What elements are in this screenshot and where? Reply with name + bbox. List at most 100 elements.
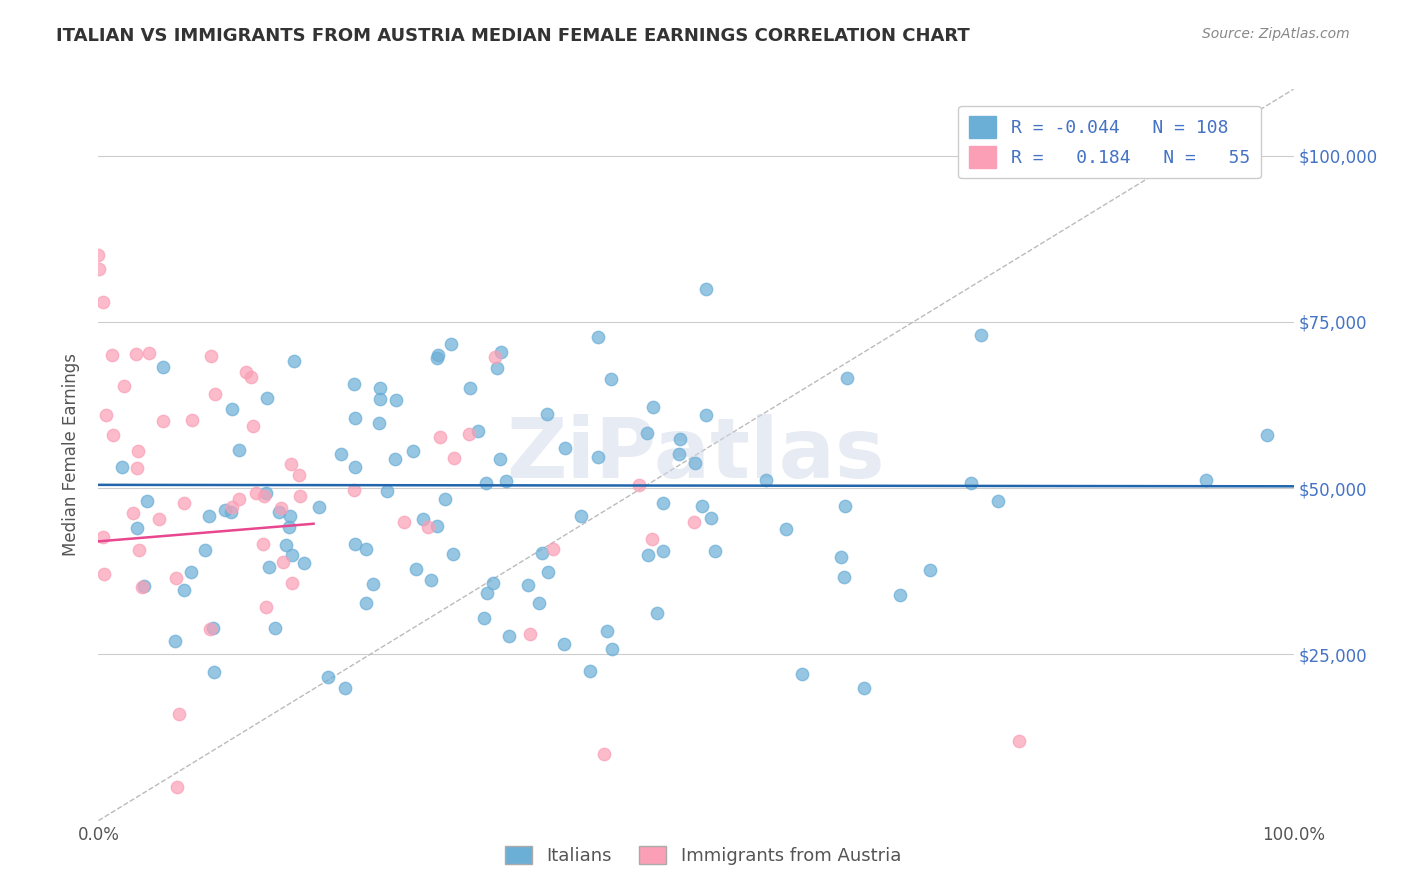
Point xyxy=(889,588,911,602)
Point xyxy=(700,511,723,525)
Point xyxy=(165,571,187,585)
Point xyxy=(252,537,274,551)
Point xyxy=(495,474,517,488)
Point xyxy=(588,330,610,344)
Point xyxy=(101,348,124,362)
Point xyxy=(586,450,609,464)
Point xyxy=(245,485,267,500)
Point xyxy=(541,541,564,556)
Point xyxy=(472,611,495,625)
Point xyxy=(628,478,651,492)
Point xyxy=(853,681,876,695)
Point xyxy=(278,520,301,534)
Point xyxy=(194,542,217,557)
Point xyxy=(343,376,366,391)
Point xyxy=(375,483,398,498)
Point xyxy=(367,417,389,431)
Point xyxy=(132,579,155,593)
Point xyxy=(344,411,367,425)
Point xyxy=(384,451,406,466)
Point xyxy=(252,489,274,503)
Point xyxy=(690,499,713,513)
Point xyxy=(685,456,707,470)
Point xyxy=(125,460,148,475)
Point xyxy=(652,544,675,558)
Point xyxy=(703,544,725,558)
Point xyxy=(235,365,257,379)
Point xyxy=(669,433,692,447)
Legend: Italians, Immigrants from Austria: Italians, Immigrants from Austria xyxy=(496,837,910,874)
Point xyxy=(214,503,236,517)
Point xyxy=(138,345,160,359)
Point xyxy=(89,261,111,276)
Point xyxy=(128,543,150,558)
Point xyxy=(600,642,623,657)
Point xyxy=(443,450,465,465)
Point xyxy=(458,427,481,442)
Point xyxy=(405,562,427,576)
Point xyxy=(228,492,250,507)
Point xyxy=(920,563,942,577)
Point xyxy=(280,457,302,471)
Point xyxy=(198,508,221,523)
Point xyxy=(91,530,114,544)
Point xyxy=(489,451,512,466)
Point xyxy=(636,425,658,440)
Point xyxy=(412,512,434,526)
Point xyxy=(835,371,858,385)
Point xyxy=(101,428,124,442)
Point xyxy=(283,354,305,368)
Point xyxy=(420,573,443,587)
Point xyxy=(477,586,499,600)
Point xyxy=(173,496,195,510)
Point xyxy=(112,378,135,392)
Point xyxy=(263,621,285,635)
Point xyxy=(127,444,149,458)
Point xyxy=(228,443,250,458)
Point xyxy=(343,483,366,497)
Point xyxy=(287,467,309,482)
Point xyxy=(427,348,450,362)
Point xyxy=(254,485,277,500)
Point xyxy=(256,391,278,405)
Point xyxy=(131,580,153,594)
Point xyxy=(554,441,576,455)
Point xyxy=(270,501,292,516)
Point xyxy=(180,565,202,579)
Point xyxy=(987,493,1010,508)
Point xyxy=(485,361,508,376)
Point xyxy=(475,476,498,491)
Point xyxy=(441,547,464,561)
Point xyxy=(173,582,195,597)
Point xyxy=(516,578,538,592)
Point xyxy=(239,369,262,384)
Point xyxy=(498,628,520,642)
Point xyxy=(167,706,190,721)
Point xyxy=(125,346,148,360)
Point xyxy=(288,489,311,503)
Point xyxy=(792,667,814,681)
Point xyxy=(333,681,356,695)
Point xyxy=(527,596,550,610)
Point xyxy=(695,408,717,422)
Point xyxy=(467,424,489,438)
Point xyxy=(87,248,110,262)
Point xyxy=(569,508,592,523)
Point xyxy=(553,637,575,651)
Point xyxy=(221,401,243,416)
Point xyxy=(201,621,224,635)
Point xyxy=(125,521,148,535)
Point xyxy=(647,606,669,620)
Point xyxy=(392,516,415,530)
Point xyxy=(959,476,981,491)
Point xyxy=(969,328,991,343)
Point xyxy=(1195,473,1218,487)
Point xyxy=(219,505,242,519)
Point xyxy=(148,512,170,526)
Legend: R = -0.044   N = 108, R =   0.184   N =   55: R = -0.044 N = 108, R = 0.184 N = 55 xyxy=(957,105,1261,178)
Point xyxy=(122,506,145,520)
Point xyxy=(579,665,602,679)
Point xyxy=(152,359,174,374)
Point xyxy=(832,569,855,583)
Point xyxy=(316,670,339,684)
